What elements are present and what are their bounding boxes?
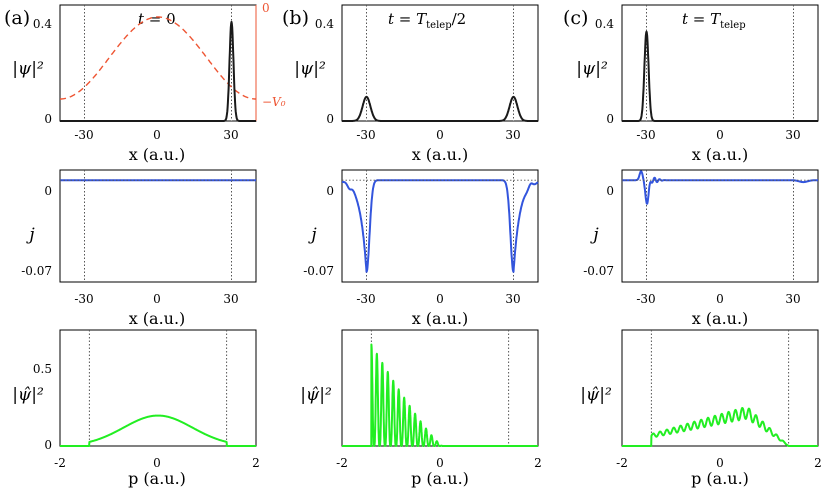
xtick-b2-0: 0 — [436, 292, 444, 306]
plot-current-b — [341, 170, 539, 282]
xtick-c1-30: 30 — [785, 128, 800, 142]
title-b: t = Ttelep/2 — [388, 10, 466, 31]
xlabel-c2: x (a.u.) — [692, 309, 749, 328]
xtick-c3-2: 2 — [814, 456, 822, 470]
ylabel-a2: j — [25, 225, 35, 245]
panel-b: (b) t = Ttelep/2 0 0.4 -30 0 30 x (a.u.)… — [282, 4, 542, 488]
xlabel-a1: x (a.u.) — [129, 145, 186, 164]
xtick-c1-0: 0 — [716, 128, 724, 142]
ytick-c1-0: 0 — [606, 112, 614, 126]
xtick-a1-0: 0 — [153, 128, 161, 142]
axes-current-a — [59, 169, 257, 283]
ytick-c1-04: 0.4 — [595, 17, 614, 31]
plot-density-a — [59, 5, 257, 122]
xtick-a1-30: 30 — [223, 128, 238, 142]
xtick-b1-30: 30 — [505, 128, 520, 142]
potential-curve — [60, 16, 256, 100]
momentum-curve-a — [59, 414, 257, 447]
panel-label-a: (a) — [4, 7, 30, 29]
xtick-c3-m2: -2 — [616, 456, 628, 470]
ylabel-c2: j — [589, 225, 599, 245]
ytick-a3-05: 0.5 — [33, 362, 52, 376]
potential-label-bottom: −V₀ — [262, 95, 286, 109]
plot-momentum-a — [59, 330, 257, 447]
xtick-c3-0: 0 — [716, 456, 724, 470]
xtick-b2-30: 30 — [505, 292, 520, 306]
plot-density-b — [341, 5, 539, 122]
plot-momentum-c — [621, 330, 819, 447]
ytick-c2-0: 0 — [606, 184, 614, 198]
axes-current-c — [621, 169, 819, 283]
xtick-a2-m30: -30 — [74, 292, 93, 306]
xtick-a3-2: 2 — [252, 456, 260, 470]
ytick-b1-04: 0.4 — [315, 17, 334, 31]
ylabel-c3: |ψ̂|² — [580, 385, 612, 405]
xtick-c2-m30: -30 — [636, 292, 655, 306]
ylabel-b3: |ψ̂|² — [300, 385, 332, 405]
ytick-b1-0: 0 — [326, 112, 334, 126]
title-c: t = Ttelep — [682, 10, 746, 31]
ylabel-a1: |ψ|² — [12, 59, 44, 79]
xtick-c1-m30: -30 — [636, 128, 655, 142]
ytick-b2-0: 0 — [326, 184, 334, 198]
current-curve-b — [341, 179, 539, 273]
xlabel-c3: p (a.u.) — [691, 469, 749, 488]
xtick-a1-m30: -30 — [74, 128, 93, 142]
xtick-b1-m30: -30 — [356, 128, 375, 142]
plot-current-a — [59, 170, 257, 282]
xlabel-c1: x (a.u.) — [692, 145, 749, 164]
momentum-curve-b — [341, 343, 539, 447]
axes-current-b — [341, 169, 539, 283]
ytick-a2-007: -0.07 — [21, 264, 52, 278]
plot-density-c — [621, 5, 819, 122]
ylabel-a3: |ψ̂|² — [12, 385, 44, 405]
ytick-a1-0: 0 — [44, 112, 52, 126]
xtick-a2-0: 0 — [153, 292, 161, 306]
ylabel-c1: |ψ|² — [576, 59, 608, 79]
panel-a: (a) t = 0 0 0.4 -30 0 30 x (a.u.) |ψ|² 0… — [4, 1, 286, 488]
ytick-a3-0: 0 — [44, 438, 52, 452]
ytick-c2-007: -0.07 — [583, 264, 614, 278]
xtick-c2-30: 30 — [785, 292, 800, 306]
panel-label-c: (c) — [563, 7, 588, 29]
xtick-b2-m30: -30 — [356, 292, 375, 306]
current-curve-c — [621, 170, 819, 205]
xtick-b3-0: 0 — [436, 456, 444, 470]
plot-momentum-b — [341, 330, 539, 447]
panel-c: (c) t = Ttelep 0 0.4 -30 0 30 x (a.u.) |… — [563, 4, 822, 488]
xlabel-a3: p (a.u.) — [128, 469, 186, 488]
xtick-b3-2: 2 — [534, 456, 542, 470]
title-a: t = 0 — [138, 10, 176, 28]
density-curve-c — [621, 30, 819, 122]
xtick-a3-0: 0 — [153, 456, 161, 470]
panel-label-b: (b) — [282, 7, 309, 29]
xtick-a2-30: 30 — [223, 292, 238, 306]
xlabel-a2: x (a.u.) — [129, 309, 186, 328]
ylabel-b1: |ψ|² — [294, 59, 326, 79]
axes-momentum-c — [621, 329, 819, 447]
xtick-a3-m2: -2 — [54, 456, 66, 470]
xlabel-b3: p (a.u.) — [411, 469, 469, 488]
potential-label-top: 0 — [262, 1, 270, 15]
xtick-b1-0: 0 — [436, 128, 444, 142]
xlabel-b2: x (a.u.) — [412, 309, 469, 328]
xlabel-b1: x (a.u.) — [412, 145, 469, 164]
xtick-c2-0: 0 — [716, 292, 724, 306]
momentum-curve-c — [621, 407, 819, 447]
ylabel-b2: j — [307, 225, 317, 245]
density-curve-b — [341, 95, 539, 122]
xtick-b3-m2: -2 — [336, 456, 348, 470]
plot-current-c — [621, 170, 819, 282]
ytick-b2-007: -0.07 — [303, 264, 334, 278]
ytick-a2-0: 0 — [44, 184, 52, 198]
axes-momentum-a — [59, 329, 257, 447]
density-curve-a — [59, 20, 257, 122]
ytick-a1-04: 0.4 — [33, 17, 52, 31]
